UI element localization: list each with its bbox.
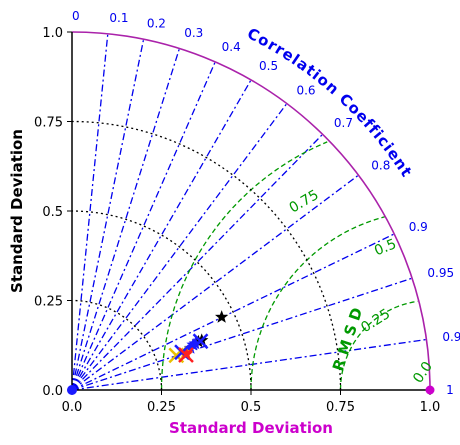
x-tick-label-0.25: 0.25 [147,400,176,415]
cross-stroke-b [178,347,194,363]
corr-tick-label-0.7: 0.7 [334,116,353,130]
rmsd-tick-label-0.5: 0.5 [372,236,399,259]
std-arc-0.25 [71,299,163,391]
origin-point [67,385,77,395]
data-point-star-5 [183,341,198,354]
data-point-star-0 [215,310,229,323]
corr-tick-label-0.3: 0.3 [184,26,203,40]
y-tick-label-0.25: 0.25 [34,295,63,310]
corr-tick-label-0.5: 0.5 [259,59,278,73]
corr-tick-label-0: 0 [72,9,80,23]
y-axis-title: Standard Deviation [8,129,26,293]
y-tick-label-1.0: 1.0 [42,26,63,41]
corr-tick-label-0.9: 0.9 [409,220,428,234]
corr-line-0.5 [71,79,252,391]
x-tick-label-1.0: 1.0 [420,400,441,415]
corr-tick-label-0.95: 0.95 [427,266,454,280]
corr-tick-label-0.2: 0.2 [147,16,166,30]
data-point-cross-12 [192,333,209,350]
data-point-star-1 [191,334,206,348]
reference-point [425,385,435,395]
corr-tick-label-0.1: 0.1 [109,11,128,25]
corr-tick-label-1: 1 [446,383,454,397]
rmsd-tick-label-0.75: 0.75 [287,187,322,216]
y-tick-label-0.5: 0.5 [42,205,63,220]
corr-line-0.2 [71,39,145,391]
x-tick-label-0.0: 0.0 [62,400,83,415]
corr-tick-label-0.99: 0.99 [442,330,460,344]
grid-layer [71,33,427,391]
corr-title: Correlation Coefficient [244,24,416,181]
outer-arc [71,31,431,391]
rmsd-tick-label-0.0: 0.0 [410,359,436,386]
rmsd-arc-0.25 [339,300,418,390]
axis-layer [67,31,431,395]
cross-stroke-b [192,333,209,350]
std-arc-0.75 [71,120,342,391]
rmsd-arc-0.5 [250,216,385,390]
x-tick-label-0.5: 0.5 [241,400,262,415]
std-arc-0.5 [71,210,252,391]
y-tick-label-0.75: 0.75 [34,116,63,131]
rmsd-title: R M S D [329,305,366,373]
data-point-star-4 [186,337,200,351]
mark-layer [67,310,435,395]
corr-tick-label-0.4: 0.4 [222,40,241,54]
rmsd-arc-0.75 [160,141,328,391]
y-tick-label-0.0: 0.0 [42,384,63,399]
x-axis-title: Standard Deviation [169,419,333,437]
corr-tick-label-0.6: 0.6 [296,84,315,98]
x-tick-label-0.75: 0.75 [326,400,355,415]
corr-tick-label-0.8: 0.8 [371,159,390,173]
data-point-cross-13 [178,347,194,363]
